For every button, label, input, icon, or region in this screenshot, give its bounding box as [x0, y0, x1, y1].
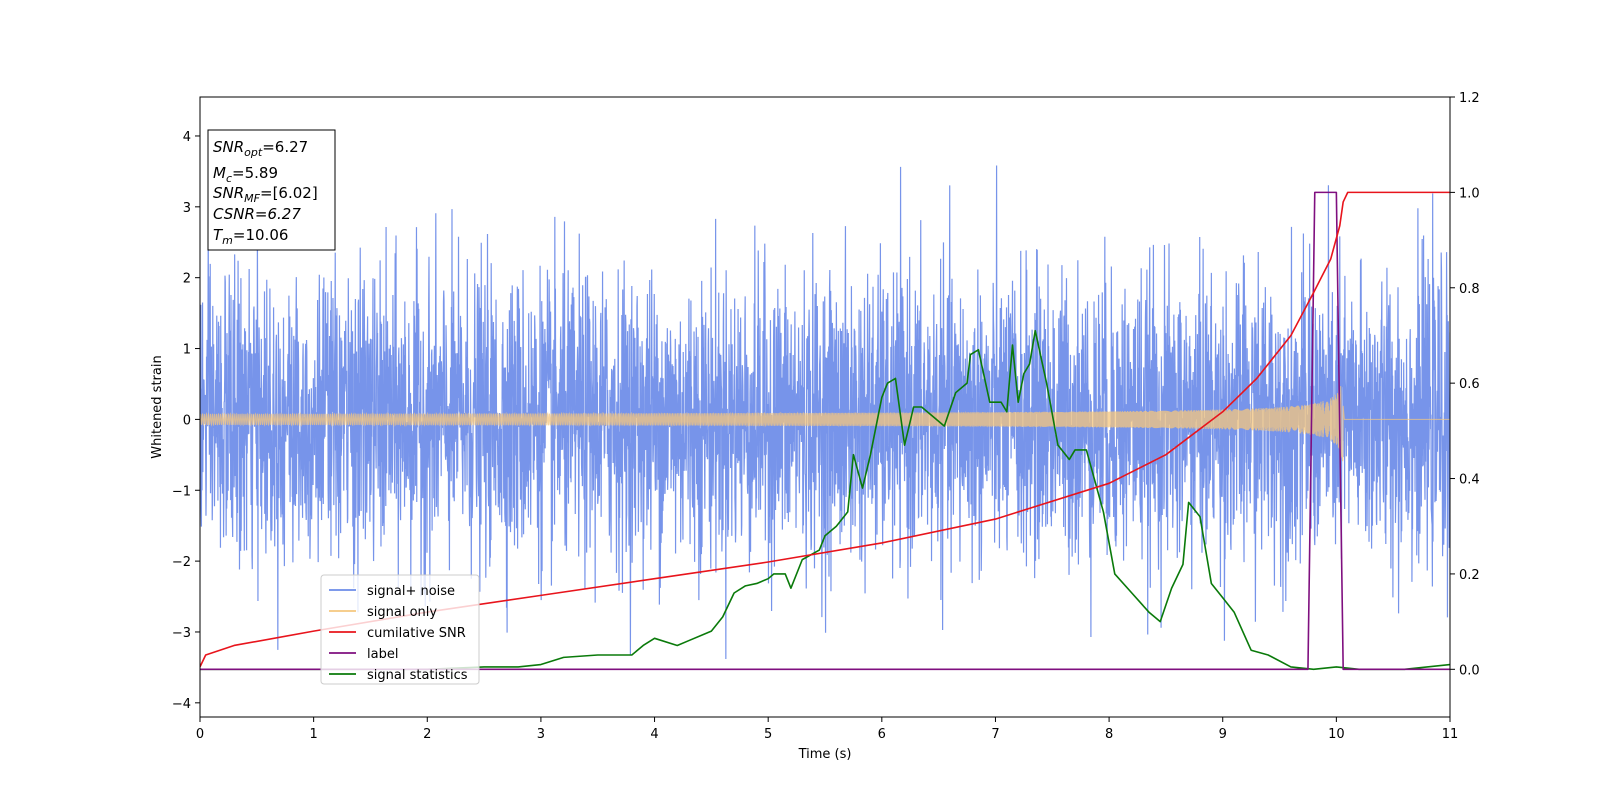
y2-tick-label: 0.2	[1459, 568, 1480, 583]
x-tick-label: 9	[1219, 727, 1227, 742]
y2-tick-label: 0.8	[1459, 282, 1480, 297]
y-tick-label: −3	[172, 626, 191, 641]
x-tick-label: 4	[650, 727, 658, 742]
legend-label: signal+ noise	[367, 584, 455, 599]
y-axis-left: 4 3 2 1 0 −1 −2 −3 −4	[172, 130, 200, 712]
x-tick-label: 5	[764, 727, 772, 742]
series-layer	[200, 165, 1450, 671]
annotation-snr-opt-val: =6.27	[262, 138, 308, 156]
legend-frame	[320, 574, 480, 685]
annotation-snr-mf-val: =[6.02]	[260, 184, 318, 202]
y-tick-label: −2	[172, 555, 191, 570]
legend-items: signal+ noise signal only cumilative SNR la…	[329, 584, 468, 683]
x-tick-label: 10	[1328, 727, 1345, 742]
x-tick-label: 0	[196, 727, 204, 742]
annotation-frame	[207, 129, 336, 251]
series-label	[200, 191, 1450, 671]
y-axis-label: Whitened strain	[150, 355, 165, 458]
y-tick-label: 0	[183, 413, 191, 428]
y2-tick-label: 0.0	[1459, 663, 1480, 678]
x-axis: 0 1 2 3 4 5 6 7 8 9 10 11	[196, 717, 1458, 742]
legend-label: cumilative SNR	[367, 626, 466, 641]
legend-label: signal only	[367, 605, 437, 620]
annotation-snr-mf-sub: MF	[244, 192, 260, 205]
y-tick-label: 2	[183, 272, 191, 287]
y-tick-label: 4	[183, 130, 191, 145]
series-signal-statistics	[200, 329, 1450, 671]
annotation-csnr: CSNR=6.27	[213, 205, 301, 223]
annotation-snr-mf-base: SNR	[213, 184, 244, 202]
annotation-snr-opt-sub: opt	[244, 146, 263, 159]
annotation-mc: Mc=5.89	[213, 164, 278, 185]
y2-tick-label: 1.2	[1459, 91, 1480, 106]
y-tick-label: 1	[183, 343, 191, 358]
legend: signal+ noise signal only cumilative SNR la…	[320, 574, 480, 685]
annotation-mc-sub: c	[226, 172, 232, 185]
y-tick-label: 3	[183, 201, 191, 216]
x-tick-label: 1	[309, 727, 317, 742]
annotation-snr-opt-base: SNR	[213, 138, 244, 156]
series-signal-plus-noise	[200, 165, 1450, 660]
annotation-tm-sub: m	[222, 234, 233, 247]
annotation-tm-val: =10.06	[233, 226, 289, 244]
y2-tick-label: 0.4	[1459, 473, 1480, 488]
annotation-mc-base: M	[213, 164, 226, 182]
x-tick-label: 11	[1442, 727, 1459, 742]
x-tick-label: 6	[878, 727, 886, 742]
x-tick-label: 2	[423, 727, 431, 742]
plot-frame	[199, 96, 1451, 718]
y2-tick-label: 1.0	[1459, 186, 1480, 201]
x-tick-label: 7	[991, 727, 999, 742]
legend-label: label	[367, 647, 398, 662]
annotation-tm: Tm=10.06	[213, 226, 288, 247]
y-tick-label: −4	[172, 697, 191, 712]
annotation-mc-val: =5.89	[232, 164, 278, 182]
annotation-snr-opt: SNRopt=6.27	[213, 138, 308, 159]
y-axis-right: 1.2 1.0 0.8 0.6 0.4 0.2 0.0	[1450, 91, 1480, 678]
annotation-snr-mf: SNRMF=[6.02]	[213, 184, 318, 205]
annotation-tm-base: T	[213, 226, 224, 244]
y2-tick-label: 0.6	[1459, 377, 1480, 392]
x-axis-label: Time (s)	[798, 747, 852, 762]
x-tick-label: 8	[1105, 727, 1113, 742]
series-signal-only	[200, 386, 1450, 462]
annotation-box: SNRopt=6.27 Mc=5.89 SNRMF=[6.02] CSNR=6.…	[207, 129, 336, 251]
legend-label: signal statistics	[367, 668, 468, 683]
x-tick-label: 3	[537, 727, 545, 742]
y-tick-label: −1	[172, 484, 191, 499]
